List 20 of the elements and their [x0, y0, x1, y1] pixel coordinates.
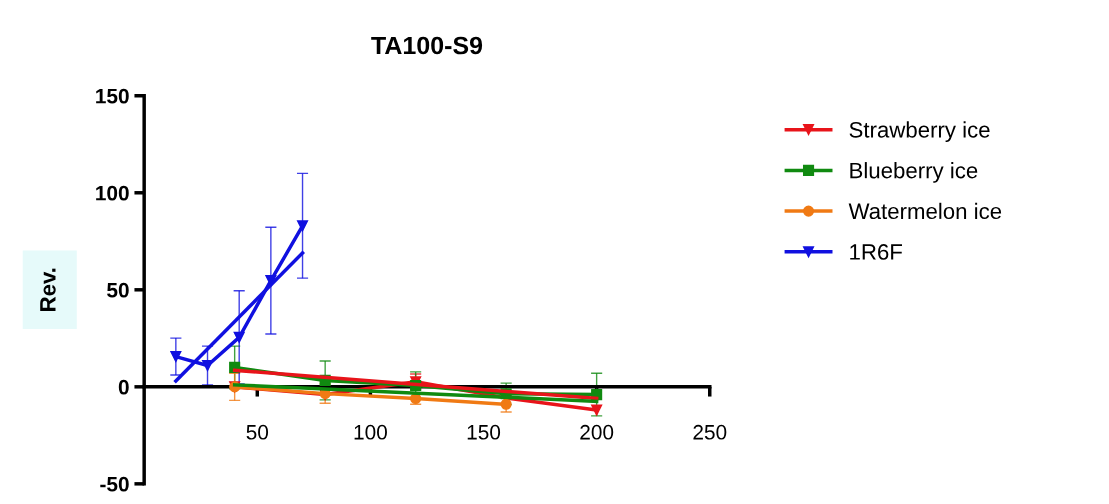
y-tick-label: 50 [107, 282, 129, 298]
point [296, 220, 309, 232]
legend-label: 1R6F [850, 244, 902, 260]
legend-label: Strawberry ice [849, 121, 990, 143]
y-tick-label: 0 [118, 379, 129, 395]
y-axis-title: Rev. [40, 268, 56, 311]
legend-label: Watermelon ice [848, 202, 1002, 220]
x-tick-label: 250 [693, 424, 727, 440]
y-tick-label: 100 [96, 185, 129, 201]
y-tick-label: 150 [96, 88, 129, 104]
x-tick-label: 100 [354, 424, 387, 440]
legend-label: Blueberry ice [850, 162, 978, 183]
point [233, 331, 245, 343]
point [591, 404, 603, 416]
point [170, 350, 182, 363]
x-tick-label: 50 [246, 424, 269, 440]
x-tick-label: 200 [580, 424, 614, 440]
y-tick-label: -50 [100, 476, 129, 492]
x-tick-label: 150 [467, 424, 501, 440]
chart-title: TA100-S9 [371, 36, 483, 55]
